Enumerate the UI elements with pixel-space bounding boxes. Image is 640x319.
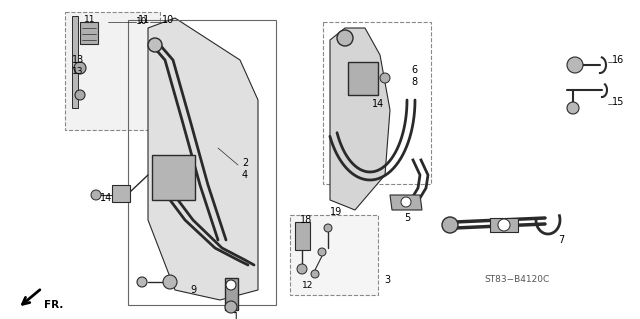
Text: 4: 4 [242, 170, 248, 180]
Polygon shape [490, 218, 518, 232]
Text: 6: 6 [411, 65, 417, 75]
Polygon shape [112, 185, 130, 202]
Circle shape [226, 280, 236, 290]
Text: 13: 13 [72, 68, 83, 77]
Circle shape [74, 62, 86, 74]
Circle shape [498, 219, 510, 231]
Text: ST83−B4120C: ST83−B4120C [484, 276, 549, 285]
Circle shape [91, 190, 101, 200]
Polygon shape [148, 18, 258, 300]
Polygon shape [330, 28, 390, 210]
Polygon shape [390, 195, 422, 210]
Bar [128, 20, 276, 305]
Polygon shape [295, 222, 310, 250]
Text: 1: 1 [233, 312, 239, 319]
Text: 19: 19 [330, 207, 342, 217]
Text: 14: 14 [372, 99, 384, 109]
Circle shape [148, 38, 162, 52]
Circle shape [380, 73, 390, 83]
Text: 15: 15 [612, 97, 625, 107]
Text: 16: 16 [612, 55, 624, 65]
Circle shape [567, 102, 579, 114]
Circle shape [225, 301, 237, 313]
Text: 13: 13 [72, 55, 84, 65]
Circle shape [324, 224, 332, 232]
Circle shape [442, 217, 458, 233]
Circle shape [318, 248, 326, 256]
Polygon shape [152, 155, 195, 200]
Circle shape [401, 197, 411, 207]
Bar [323, 22, 431, 184]
Circle shape [567, 57, 583, 73]
Text: 11: 11 [84, 16, 95, 25]
Polygon shape [80, 22, 98, 44]
Circle shape [163, 275, 177, 289]
Text: 10: 10 [162, 15, 174, 25]
Polygon shape [348, 62, 378, 95]
Circle shape [337, 30, 353, 46]
Circle shape [75, 90, 85, 100]
Text: 9: 9 [190, 285, 196, 295]
Bar [290, 215, 378, 295]
Polygon shape [225, 278, 238, 310]
Text: 3: 3 [384, 275, 390, 285]
Text: 11: 11 [138, 15, 150, 25]
Text: FR.: FR. [44, 300, 63, 310]
Text: 14: 14 [100, 193, 112, 203]
Circle shape [137, 277, 147, 287]
Text: 12: 12 [302, 281, 314, 291]
Circle shape [311, 270, 319, 278]
Text: 10: 10 [136, 18, 147, 26]
Text: 8: 8 [411, 77, 417, 87]
Polygon shape [72, 16, 78, 108]
Text: 7: 7 [558, 235, 564, 245]
Text: 2: 2 [242, 158, 248, 168]
Bar [65, 12, 160, 130]
Text: 18: 18 [300, 215, 312, 225]
Circle shape [297, 264, 307, 274]
Text: 5: 5 [404, 213, 410, 223]
